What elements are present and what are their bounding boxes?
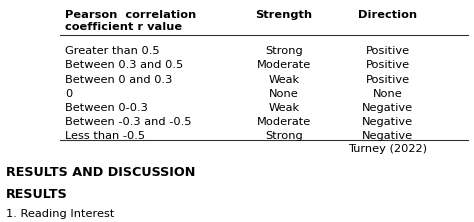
Text: Weak: Weak xyxy=(269,75,300,85)
Text: 0: 0 xyxy=(65,89,72,99)
Text: None: None xyxy=(373,89,403,99)
Text: Turney (2022): Turney (2022) xyxy=(348,144,427,154)
Text: Weak: Weak xyxy=(269,103,300,113)
Text: Between 0 and 0.3: Between 0 and 0.3 xyxy=(65,75,173,85)
Text: Less than -0.5: Less than -0.5 xyxy=(65,131,145,141)
Text: Moderate: Moderate xyxy=(257,60,311,71)
Text: Moderate: Moderate xyxy=(257,117,311,127)
Text: Negative: Negative xyxy=(362,131,413,141)
Text: RESULTS: RESULTS xyxy=(6,188,68,201)
Text: Negative: Negative xyxy=(362,117,413,127)
Text: Between 0.3 and 0.5: Between 0.3 and 0.5 xyxy=(65,60,183,71)
Text: None: None xyxy=(269,89,299,99)
Text: RESULTS AND DISCUSSION: RESULTS AND DISCUSSION xyxy=(6,166,195,179)
Text: Strong: Strong xyxy=(265,131,303,141)
Text: Between -0.3 and -0.5: Between -0.3 and -0.5 xyxy=(65,117,191,127)
Text: Positive: Positive xyxy=(366,75,410,85)
Text: Negative: Negative xyxy=(362,103,413,113)
Text: Pearson  correlation
coefficient r value: Pearson correlation coefficient r value xyxy=(65,10,196,32)
Text: Direction: Direction xyxy=(358,10,417,20)
Text: Strong: Strong xyxy=(265,46,303,56)
Text: 1. Reading Interest: 1. Reading Interest xyxy=(6,210,115,220)
Text: Positive: Positive xyxy=(366,46,410,56)
Text: Between 0-0.3: Between 0-0.3 xyxy=(65,103,148,113)
Text: Greater than 0.5: Greater than 0.5 xyxy=(65,46,160,56)
Text: Strength: Strength xyxy=(255,10,313,20)
Text: Positive: Positive xyxy=(366,60,410,71)
